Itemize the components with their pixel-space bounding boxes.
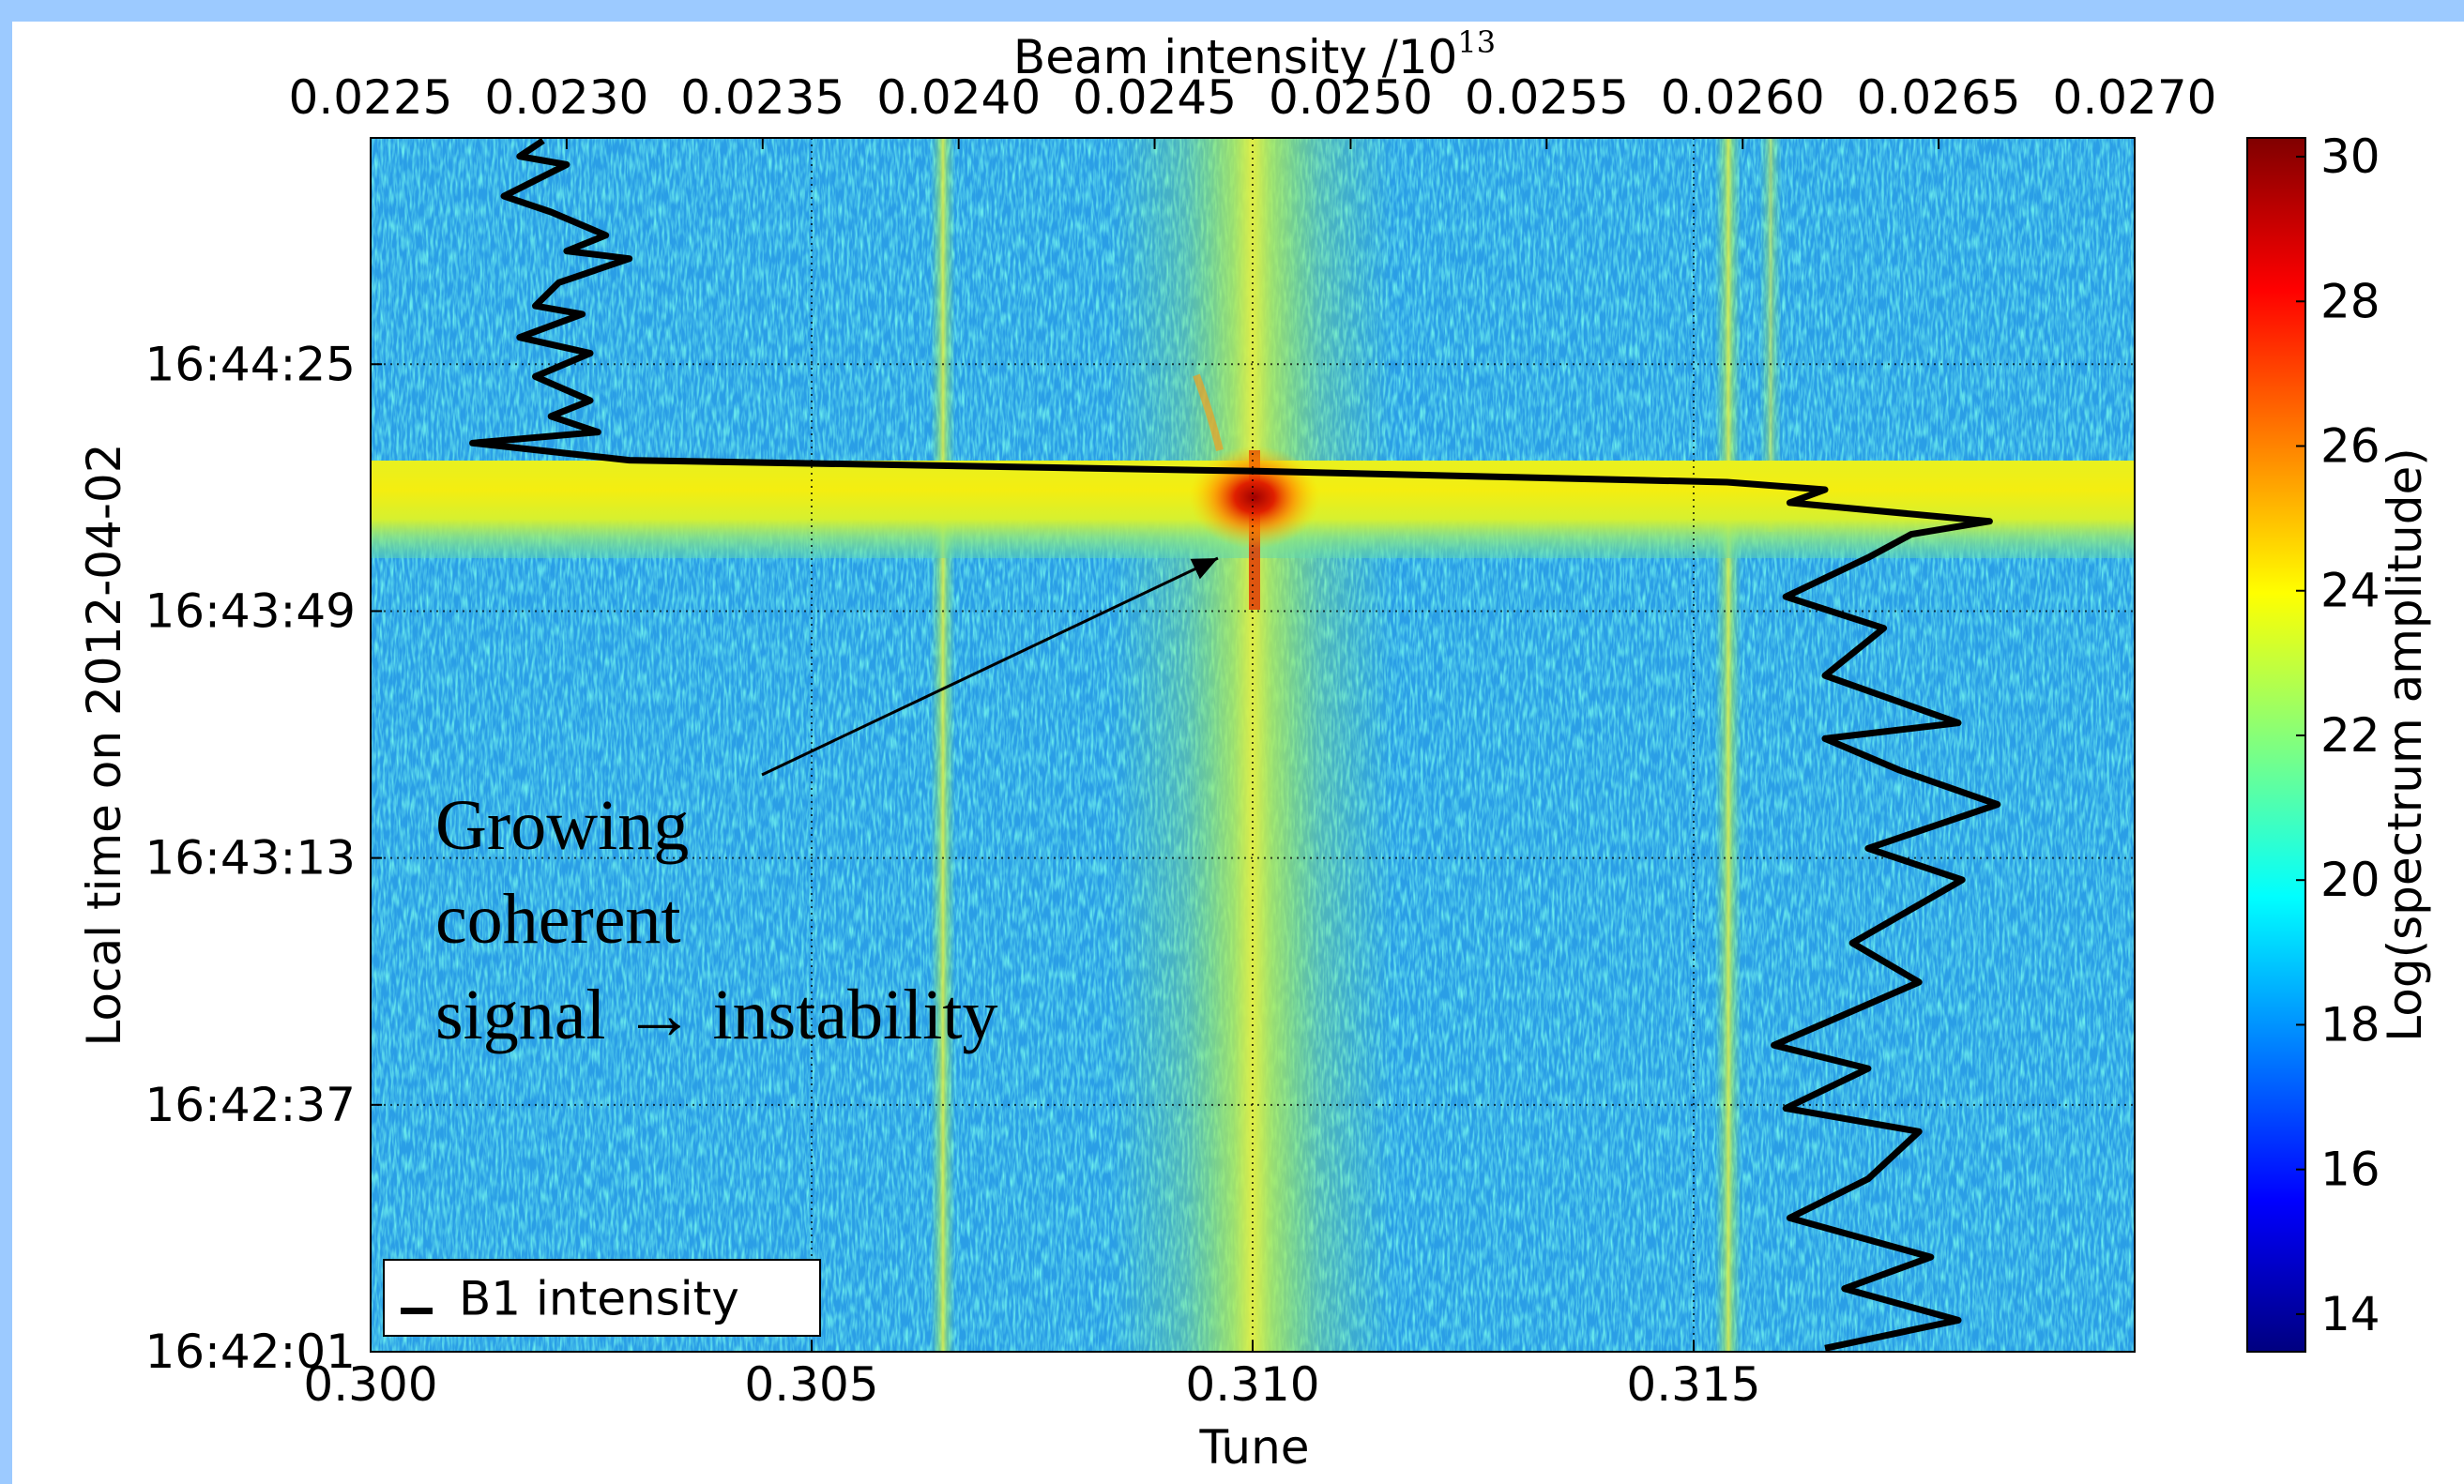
x2-tick-label: 0.0240 — [876, 70, 1041, 125]
x-tick-label: 0.315 — [1626, 1357, 1760, 1412]
series-line — [469, 137, 2001, 1352]
x-tick-label: 0.300 — [303, 1357, 437, 1412]
x2-tick-label: 0.0260 — [1661, 70, 1825, 125]
y-tick-label: 16:43:49 — [144, 583, 356, 638]
colorbar-tick-label: 18 — [2320, 997, 2380, 1052]
x-tick-label: 0.310 — [1185, 1357, 1319, 1412]
x2-tick-label: 0.0255 — [1465, 70, 1629, 125]
colorbar-label: Log(spectrum amplitude) — [2378, 447, 2432, 1041]
colorbar-tick-label: 20 — [2320, 853, 2380, 907]
colorbar-tick-label: 16 — [2320, 1143, 2380, 1197]
x2-tick-label: 0.0235 — [680, 70, 844, 125]
x2-axis-label: Beam intensity /1013 — [1013, 24, 1496, 84]
annotation: Growing — [435, 786, 689, 865]
colorbar-tick-label: 14 — [2320, 1287, 2380, 1341]
colorbar-tick-label: 24 — [2320, 564, 2380, 618]
x2-tick-label: 0.0250 — [1269, 70, 1433, 125]
annotation: coherent — [435, 880, 681, 959]
colorbar-tick-label: 28 — [2320, 274, 2380, 328]
y-tick-label: 16:42:01 — [144, 1325, 356, 1379]
colorbar — [2246, 137, 2306, 1353]
x2-tick-label: 0.0270 — [2053, 70, 2217, 125]
colorbar-tick-label: 30 — [2320, 129, 2380, 184]
y-tick-label: 16:42:37 — [144, 1078, 356, 1132]
y-tick-label: 16:43:13 — [144, 831, 356, 886]
x2-tick-label: 0.0230 — [484, 70, 648, 125]
x-tick-label: 0.305 — [744, 1357, 878, 1412]
x2-tick-label: 0.0245 — [1072, 70, 1237, 125]
x2-axis-label-exponent: 13 — [1457, 24, 1496, 60]
y-tick-label: 16:44:25 — [144, 337, 356, 391]
x2-tick-label: 0.0265 — [1857, 70, 2021, 125]
x-axis-label: Tune — [1198, 1420, 1309, 1475]
colorbar-tick-label: 22 — [2320, 708, 2380, 763]
x2-tick-label: 0.0225 — [289, 70, 453, 125]
annotation-arrow — [761, 556, 1219, 777]
colorbar-tick-label: 26 — [2320, 419, 2380, 474]
legend-box — [383, 1259, 821, 1337]
annotation: signal → instability — [435, 976, 998, 1054]
legend-label: B1 intensity — [459, 1272, 739, 1326]
y-axis-label: Local time on 2012-04-02 — [77, 443, 131, 1046]
x2-axis-label-base: Beam intensity /10 — [1013, 30, 1457, 84]
